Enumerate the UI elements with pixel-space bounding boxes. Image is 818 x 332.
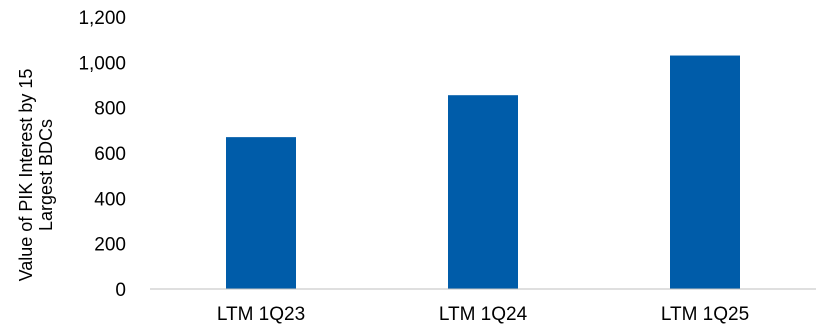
- y-axis-title: Value of PIK Interest by 15 Largest BDCs: [16, 69, 56, 282]
- bar: [448, 95, 518, 289]
- x-category-label: LTM 1Q24: [439, 304, 528, 325]
- bars: [226, 55, 740, 290]
- x-category-label: LTM 1Q25: [661, 304, 749, 325]
- x-axis-labels: LTM 1Q23 LTM 1Q24 LTM 1Q25: [217, 304, 749, 325]
- bar: [670, 55, 740, 290]
- y-tick-label: 800: [94, 99, 126, 120]
- x-category-label: LTM 1Q23: [217, 304, 305, 325]
- y-tick-label: 1,000: [78, 53, 126, 74]
- y-axis-title-line-2: Largest BDCs: [36, 119, 56, 231]
- y-tick-label: 400: [94, 189, 126, 210]
- y-tick-label: 600: [94, 144, 126, 165]
- y-tick-label: 1,200: [78, 8, 126, 29]
- y-axis-ticks: 0 200 400 600 800 1,000 1,200: [78, 8, 126, 301]
- y-tick-label: 0: [115, 280, 126, 301]
- y-tick-label: 200: [94, 235, 126, 256]
- y-axis-title-line-1: Value of PIK Interest by 15: [16, 69, 36, 282]
- bar: [226, 137, 296, 289]
